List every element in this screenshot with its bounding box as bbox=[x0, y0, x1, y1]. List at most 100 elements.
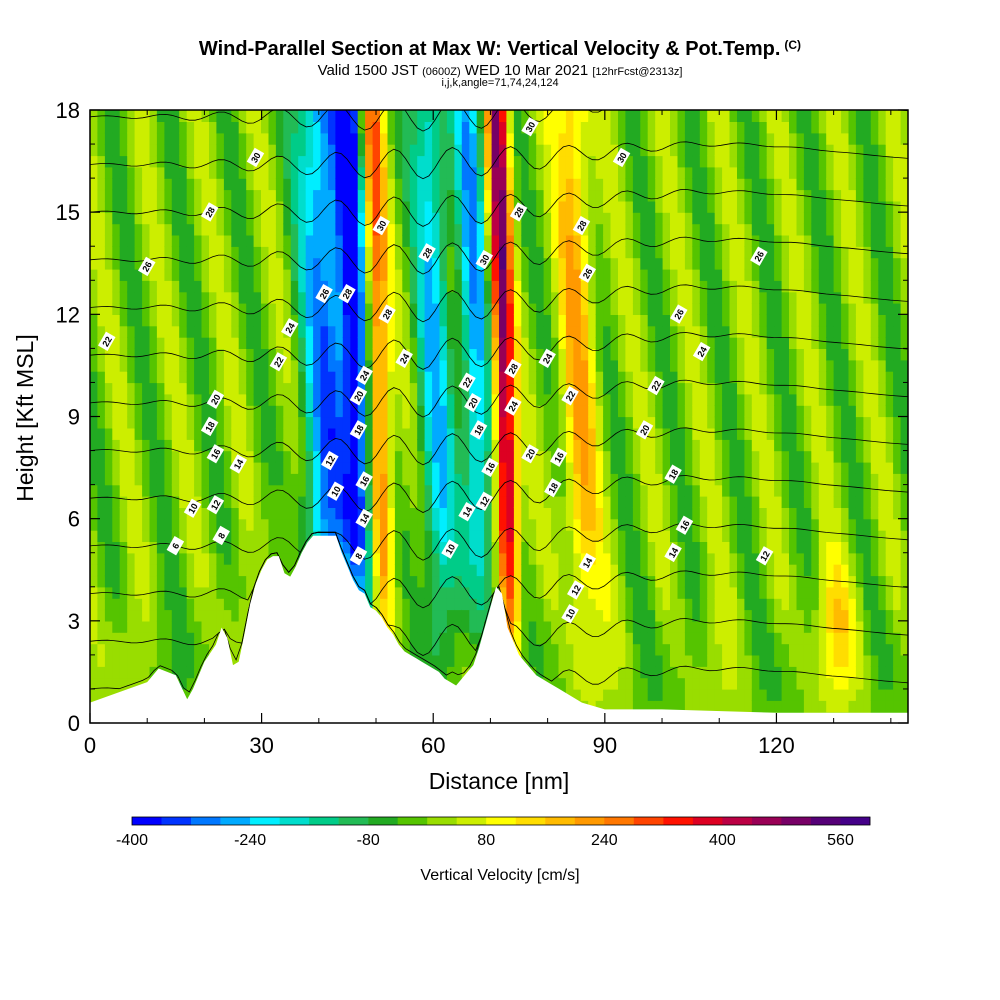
field-cell bbox=[647, 144, 656, 157]
field-cell bbox=[610, 257, 619, 270]
field-cell bbox=[647, 632, 656, 645]
field-cell bbox=[417, 598, 426, 611]
field-cell bbox=[439, 382, 448, 395]
field-cell bbox=[469, 110, 478, 122]
field-cell bbox=[432, 144, 441, 157]
field-cell bbox=[744, 121, 753, 134]
field-cell bbox=[268, 541, 277, 554]
field-cell bbox=[97, 416, 106, 429]
field-cell bbox=[565, 530, 574, 542]
field-cell bbox=[179, 507, 188, 520]
field-cell bbox=[238, 246, 247, 259]
field-cell bbox=[647, 609, 656, 622]
field-cell bbox=[707, 586, 716, 599]
field-cell bbox=[350, 212, 359, 225]
field-cell bbox=[231, 393, 240, 406]
field-cell bbox=[751, 496, 760, 508]
field-cell bbox=[603, 575, 612, 588]
field-cell bbox=[707, 609, 716, 622]
field-cell bbox=[127, 246, 136, 259]
field-cell bbox=[209, 325, 217, 338]
field-cell bbox=[171, 268, 180, 281]
field-cell bbox=[454, 280, 463, 293]
field-cell bbox=[499, 257, 507, 270]
field-cell bbox=[261, 166, 269, 179]
field-cell bbox=[625, 178, 634, 191]
field-cell bbox=[499, 518, 507, 531]
field-cell bbox=[499, 348, 507, 361]
field-cell bbox=[707, 371, 716, 384]
field-cell bbox=[328, 200, 336, 213]
field-cell bbox=[305, 371, 314, 384]
field-cell bbox=[551, 586, 560, 599]
field-cell bbox=[588, 121, 597, 134]
field-cell bbox=[424, 598, 433, 611]
field-cell bbox=[149, 439, 158, 452]
field-cell bbox=[491, 416, 500, 429]
field-cell bbox=[766, 121, 775, 134]
field-cell bbox=[409, 280, 418, 293]
field-cell bbox=[127, 144, 136, 157]
field-cell bbox=[677, 586, 686, 599]
field-cell bbox=[342, 121, 351, 134]
field-cell bbox=[439, 212, 448, 225]
field-cell bbox=[766, 677, 775, 690]
field-cell bbox=[90, 518, 98, 531]
field-cell bbox=[573, 166, 582, 179]
field-cell bbox=[119, 246, 128, 259]
field-cell bbox=[283, 246, 292, 259]
field-cell bbox=[387, 461, 396, 474]
field-cell bbox=[722, 337, 731, 349]
field-cell bbox=[209, 359, 217, 372]
field-cell bbox=[618, 473, 626, 486]
field-cell bbox=[528, 144, 537, 157]
field-cell bbox=[201, 484, 210, 497]
field-cell bbox=[737, 212, 745, 225]
field-cell bbox=[766, 371, 775, 384]
field-cell bbox=[268, 110, 277, 122]
field-cell bbox=[409, 303, 418, 315]
field-cell bbox=[186, 541, 195, 554]
field-cell bbox=[737, 507, 745, 520]
field-cell bbox=[171, 246, 180, 259]
field-cell bbox=[90, 314, 98, 327]
field-cell bbox=[394, 325, 403, 338]
field-cell bbox=[380, 132, 388, 145]
field-cell bbox=[580, 359, 589, 372]
field-cell bbox=[179, 280, 188, 293]
field-cell bbox=[261, 484, 269, 497]
field-cell bbox=[216, 518, 225, 531]
field-cell bbox=[290, 166, 299, 179]
field-cell bbox=[394, 427, 403, 440]
field-cell bbox=[670, 609, 678, 622]
field-cell bbox=[387, 496, 396, 508]
field-cell bbox=[662, 280, 671, 293]
field-cell bbox=[335, 200, 344, 213]
field-cell bbox=[409, 155, 418, 168]
field-cell bbox=[766, 541, 775, 554]
field-cell bbox=[97, 393, 106, 406]
field-cell bbox=[328, 257, 336, 270]
field-cell bbox=[707, 314, 716, 327]
field-cell bbox=[201, 189, 210, 202]
field-cell bbox=[238, 393, 247, 406]
field-cell bbox=[573, 314, 582, 327]
field-cell bbox=[580, 257, 589, 270]
field-cell bbox=[684, 643, 693, 656]
field-cell bbox=[551, 507, 560, 520]
field-cell bbox=[603, 132, 612, 145]
field-cell bbox=[357, 155, 366, 168]
field-cell bbox=[759, 291, 768, 304]
field-cell bbox=[699, 257, 708, 270]
field-cell bbox=[558, 359, 567, 372]
field-cell bbox=[722, 200, 731, 213]
field-cell bbox=[216, 325, 225, 338]
field-cell bbox=[766, 609, 775, 622]
field-cell bbox=[127, 496, 136, 508]
field-cell bbox=[290, 325, 299, 338]
field-cell bbox=[342, 268, 351, 281]
field-cell bbox=[573, 688, 582, 701]
field-cell bbox=[402, 359, 411, 372]
field-cell bbox=[565, 314, 574, 327]
field-cell bbox=[402, 110, 411, 122]
